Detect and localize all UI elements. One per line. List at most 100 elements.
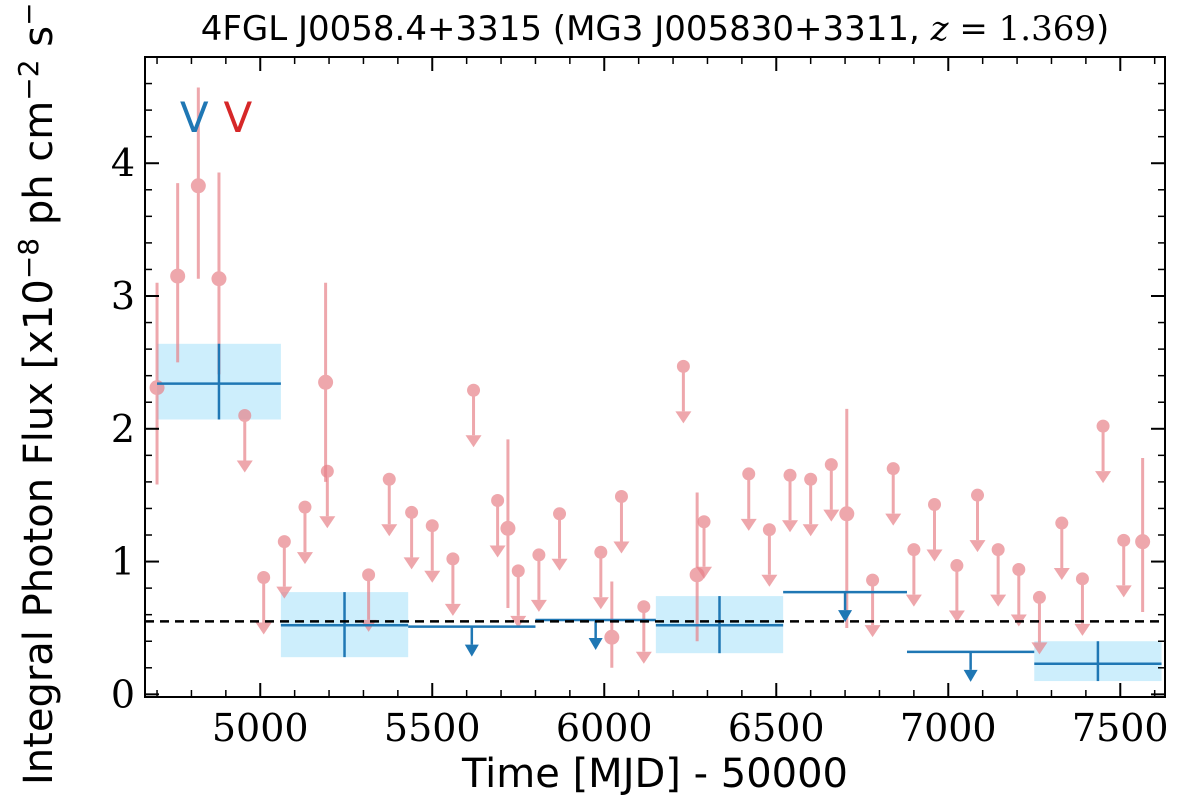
- upper-limit: [613, 490, 630, 554]
- flux-marker: [149, 380, 165, 396]
- upper-limit: [510, 564, 527, 628]
- y-tick-label: 3: [111, 274, 135, 318]
- x-tick-label: 6500: [728, 706, 825, 750]
- bin-upper-limit-arrow: [963, 669, 978, 682]
- upper-limit: [276, 535, 293, 599]
- upper-limit: [489, 493, 506, 558]
- upper-limit: [823, 458, 840, 522]
- upper-limit-arrow: [864, 625, 881, 638]
- upper-limit: [990, 543, 1007, 607]
- flux-point: [604, 581, 620, 668]
- upper-limit: [236, 409, 253, 473]
- flux-marker: [1135, 534, 1151, 550]
- upper-limit: [1095, 419, 1112, 484]
- upper-limit: [885, 462, 902, 526]
- upper-limit-arrow: [990, 594, 1007, 607]
- y-tick-label: 2: [111, 407, 135, 451]
- upper-limit-arrow: [782, 520, 799, 533]
- upper-limit-arrow: [592, 597, 609, 610]
- y-tick-label: 1: [111, 540, 135, 584]
- upper-limit: [403, 505, 420, 570]
- upper-limit-arrow: [885, 513, 902, 526]
- x-tick-label: 6000: [556, 706, 653, 750]
- long-bin-flux-series: [157, 343, 1162, 682]
- upper-limit: [381, 472, 398, 537]
- upper-limit: [424, 519, 441, 583]
- upper-limit-arrow: [696, 566, 713, 579]
- y-tick-label: 4: [111, 141, 135, 185]
- x-tick-label: 7500: [1072, 706, 1169, 750]
- flare-marker-label: V: [224, 93, 253, 142]
- x-tick-label: 5000: [212, 706, 309, 750]
- axis-ticks: [145, 57, 1165, 697]
- upper-limit-arrow: [296, 552, 313, 565]
- upper-limit: [1053, 516, 1070, 581]
- upper-limit: [1010, 563, 1027, 627]
- upper-limit: [782, 468, 799, 533]
- upper-limit: [1031, 590, 1048, 655]
- upper-limit: [802, 472, 819, 537]
- x-tick-label: 7000: [900, 706, 997, 750]
- upper-limit-arrow: [1095, 471, 1112, 484]
- upper-limit-arrow: [969, 540, 986, 553]
- y-axis-label: Integral Photon Flux [x10−8 ph cm−2 s−1]: [12, 0, 62, 785]
- upper-limit: [530, 548, 547, 612]
- tick-labels: 5000 5500 6000 6500 7000 7500 0 1 2 3 4: [111, 141, 1169, 750]
- upper-limit-arrow: [403, 557, 420, 570]
- flux-marker: [500, 520, 516, 536]
- flux-point: [500, 439, 516, 609]
- flux-point: [318, 282, 334, 482]
- flux-point: [211, 172, 227, 375]
- upper-limit: [592, 545, 609, 610]
- upper-limit-arrow: [635, 651, 652, 664]
- upper-limit-arrow: [675, 411, 692, 424]
- upper-limit-arrow: [510, 615, 527, 628]
- upper-limit-arrow: [802, 524, 819, 537]
- upper-limit: [948, 559, 965, 623]
- x-axis-label: Time [MJD] - 50000: [461, 751, 848, 797]
- upper-limit: [675, 359, 692, 424]
- upper-limit-arrow: [740, 518, 757, 531]
- upper-limit-arrow: [551, 558, 568, 571]
- bin-upper-limit-arrow: [588, 637, 603, 650]
- upper-limit: [465, 383, 482, 448]
- flux-marker: [170, 268, 186, 284]
- upper-limit: [319, 464, 336, 529]
- upper-limit: [696, 515, 713, 579]
- upper-limit-arrow: [465, 435, 482, 448]
- upper-limit-arrow: [926, 549, 943, 562]
- upper-limit-arrow: [823, 509, 840, 522]
- upper-limit-arrow: [530, 599, 547, 612]
- flux-marker: [839, 506, 855, 522]
- upper-limit-arrow: [381, 524, 398, 537]
- upper-limit: [635, 600, 652, 664]
- upper-limit-arrow: [424, 570, 441, 583]
- flare-marker-label: V: [180, 93, 209, 142]
- x-tick-label: 5500: [384, 706, 481, 750]
- upper-limit-arrow: [1074, 623, 1091, 636]
- upper-limit-arrow: [319, 516, 336, 529]
- flux-marker: [318, 374, 334, 390]
- upper-limit: [864, 573, 881, 638]
- upper-limit: [1074, 572, 1091, 636]
- flux-marker: [211, 271, 227, 287]
- chart-title: 4FGL J0058.4+3315 (MG3 J005830+3311, z =…: [201, 9, 1110, 49]
- upper-limit-arrow: [255, 622, 272, 635]
- flux-point: [839, 408, 855, 628]
- upper-limit: [740, 467, 757, 531]
- upper-limit: [926, 497, 943, 562]
- y-tick-label: 0: [111, 672, 135, 716]
- upper-limit: [1115, 533, 1132, 598]
- upper-limit: [969, 488, 986, 553]
- bin-upper-limit-arrow: [838, 610, 853, 623]
- bin-upper-limit-arrow: [464, 644, 479, 657]
- flux-marker: [190, 178, 206, 194]
- upper-limit: [551, 507, 568, 571]
- short-bin-flux-series: [149, 87, 1151, 668]
- plot-frame: [144, 56, 1166, 698]
- upper-limit-arrow: [1115, 585, 1132, 598]
- upper-limit: [255, 570, 272, 635]
- flux-marker: [604, 629, 620, 645]
